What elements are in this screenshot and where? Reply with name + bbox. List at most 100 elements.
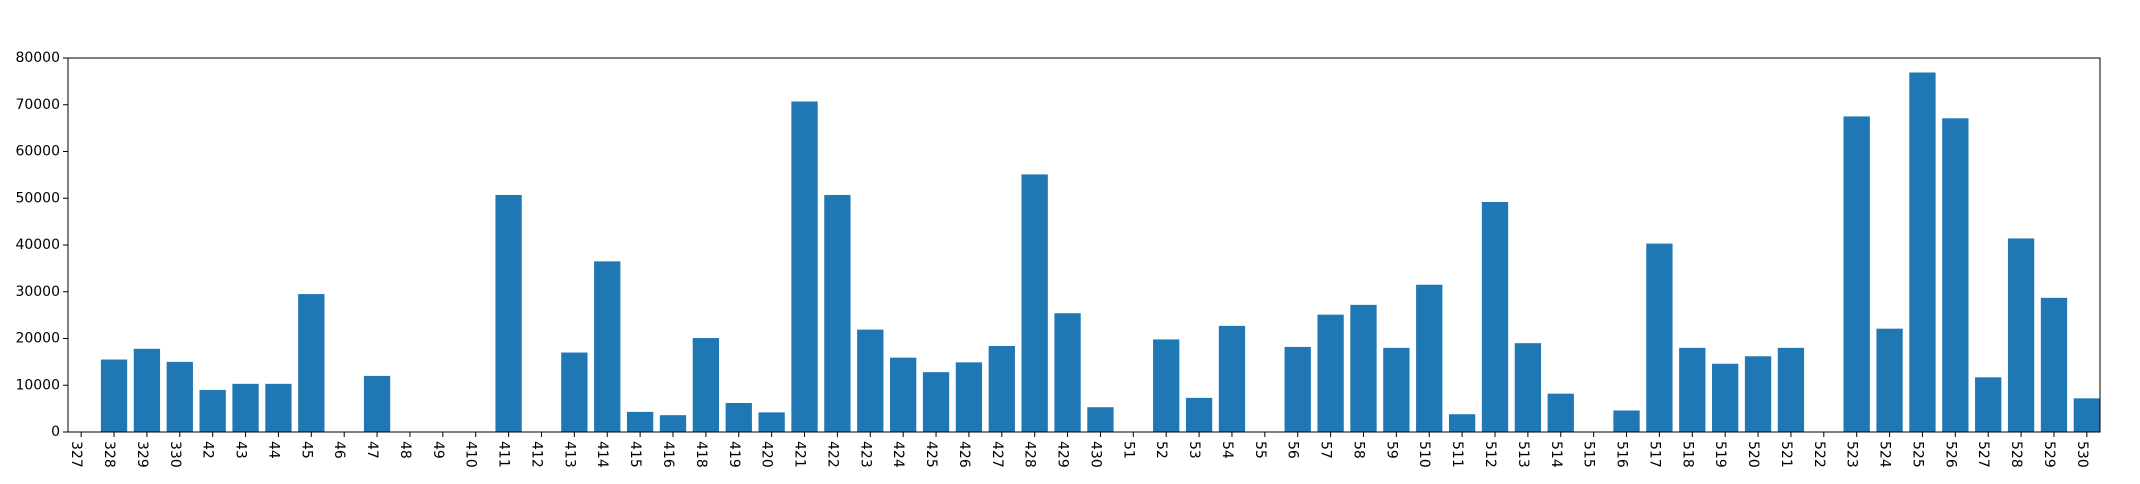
y-tick-label: 50000 <box>15 190 60 206</box>
bar-57 <box>1317 314 1344 432</box>
x-tick-label: 422 <box>824 441 840 468</box>
x-tick-label: 54 <box>1219 441 1235 459</box>
x-tick-label: 427 <box>989 441 1005 468</box>
bar-420 <box>758 412 785 432</box>
x-tick-label: 329 <box>134 441 150 468</box>
bar-328 <box>100 359 128 432</box>
x-tick-label: 416 <box>660 441 676 468</box>
x-tick-label: 57 <box>1318 441 1334 459</box>
bar-511 <box>1448 414 1476 432</box>
bar-518 <box>1679 347 1706 432</box>
bar-54 <box>1218 325 1246 432</box>
x-tick-label: 46 <box>331 441 347 459</box>
x-tick-label: 410 <box>463 441 479 468</box>
bar-429 <box>1054 313 1081 432</box>
bar-330 <box>166 361 193 432</box>
bar-414 <box>594 261 621 432</box>
x-tick-label: 512 <box>1482 441 1498 468</box>
bar-425 <box>922 372 950 432</box>
x-tick-label: 55 <box>1252 441 1268 459</box>
bar-53 <box>1185 397 1213 432</box>
bar-416 <box>659 415 687 432</box>
bar-516 <box>1613 410 1640 432</box>
x-tick-label: 521 <box>1778 441 1794 468</box>
x-tick-label: 517 <box>1646 441 1662 468</box>
bar-43 <box>232 383 259 432</box>
x-tick-label: 42 <box>200 441 216 459</box>
bar-519 <box>1712 363 1739 432</box>
x-tick-label: 418 <box>693 441 709 468</box>
x-tick-label: 415 <box>627 441 643 468</box>
bar-411 <box>495 194 522 432</box>
x-tick-label: 328 <box>101 441 117 468</box>
bar-419 <box>725 403 752 432</box>
x-tick-label: 527 <box>1975 441 1991 468</box>
x-tick-label: 59 <box>1383 441 1399 459</box>
bar-329 <box>133 348 161 432</box>
bar-427 <box>988 345 1015 432</box>
x-tick-label: 330 <box>167 441 183 468</box>
bar-45 <box>298 294 325 432</box>
x-tick-label: 49 <box>430 441 446 459</box>
bar-426 <box>955 362 983 432</box>
bars-group <box>100 72 2100 433</box>
x-tick-label: 429 <box>1055 441 1071 468</box>
x-tick-label: 412 <box>528 441 544 468</box>
bar-42 <box>199 389 226 432</box>
bar-512 <box>1481 201 1509 432</box>
x-tick-label: 523 <box>1844 441 1860 468</box>
bar-56 <box>1284 346 1311 432</box>
x-tick-label: 524 <box>1877 441 1893 468</box>
bar-514 <box>1547 393 1574 432</box>
x-tick-label: 520 <box>1745 441 1761 468</box>
x-tick-label: 421 <box>792 441 808 468</box>
bar-520 <box>1744 356 1772 432</box>
x-tick-label: 428 <box>1022 441 1038 468</box>
bar-517 <box>1646 243 1673 432</box>
bar-510 <box>1416 284 1443 432</box>
x-tick-label: 48 <box>397 441 413 459</box>
x-tick-label: 518 <box>1679 441 1695 468</box>
bar-529 <box>2040 297 2068 432</box>
bar-525 <box>1909 72 1936 433</box>
x-tick-label: 44 <box>265 441 281 459</box>
x-tick-label: 327 <box>68 441 84 468</box>
x-tick-label: 425 <box>923 441 939 468</box>
x-tick-label: 528 <box>2008 441 2024 468</box>
x-tick-label: 52 <box>1153 441 1169 459</box>
bar-526 <box>1942 118 1969 433</box>
x-tick-label: 424 <box>890 441 906 468</box>
x-tick-label: 58 <box>1350 441 1366 459</box>
x-tick-label: 529 <box>2041 441 2057 468</box>
y-tick-label: 10000 <box>15 377 60 393</box>
bar-421 <box>791 101 818 432</box>
x-axis: 327 328 329 330 42 43 44 45 46 47 48 49 410 411 412 413… <box>68 432 2090 468</box>
bar-58 <box>1350 304 1377 432</box>
x-tick-label: 516 <box>1614 441 1630 468</box>
bar-415 <box>626 411 654 432</box>
bar-530 <box>2073 398 2100 432</box>
bar-524 <box>1876 328 1903 432</box>
y-tick-label: 20000 <box>15 331 60 347</box>
x-tick-label: 522 <box>1811 441 1827 468</box>
x-tick-label: 510 <box>1416 441 1432 468</box>
x-tick-label: 530 <box>2074 441 2090 468</box>
bar-513 <box>1514 343 1542 432</box>
x-tick-label: 514 <box>1548 441 1564 468</box>
bar-528 <box>2007 238 2035 432</box>
bar-413 <box>561 352 588 432</box>
x-tick-label: 420 <box>759 441 775 468</box>
x-tick-label: 413 <box>561 441 577 468</box>
x-tick-label: 47 <box>364 441 380 459</box>
x-tick-label: 426 <box>956 441 972 468</box>
plot-frame <box>67 57 2101 433</box>
x-tick-label: 414 <box>594 441 610 468</box>
bar-418 <box>692 338 720 432</box>
y-tick-label: 30000 <box>15 284 60 300</box>
x-tick-label: 511 <box>1449 441 1465 468</box>
bar-523 <box>1843 116 1870 432</box>
bar-52 <box>1153 339 1180 432</box>
x-tick-label: 525 <box>1909 441 1925 468</box>
y-axis: 0 10000 20000 30000 40000 50000 60000 70000 8000… <box>15 50 68 440</box>
x-tick-label: 419 <box>726 441 742 468</box>
